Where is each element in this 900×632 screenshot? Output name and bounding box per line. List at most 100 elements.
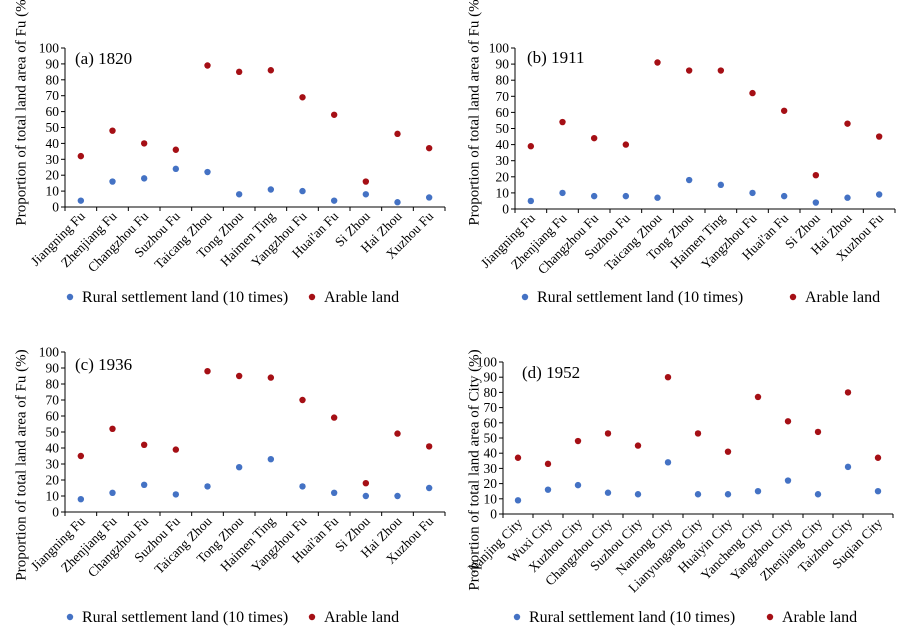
arable-land-point (780, 107, 788, 114)
arable-land-point (574, 437, 582, 445)
y-tick-label: 40 (46, 136, 60, 151)
y-tick-label: 0 (502, 202, 509, 217)
y-tick-label: 20 (46, 168, 60, 183)
arable-land-point (664, 374, 672, 381)
y-tick-label: 10 (496, 185, 510, 200)
y-tick-label: 80 (496, 73, 510, 88)
legend-label-rural: Rural settlement land (10 times) (529, 609, 735, 626)
rural-settlement-point (812, 199, 820, 206)
legend-label-rural: Rural settlement land (10 times) (82, 289, 288, 306)
y-tick-label: 40 (496, 137, 510, 152)
y-tick-label: 70 (496, 89, 510, 104)
rural-settlement-point (694, 491, 702, 498)
arable-land-point (140, 140, 148, 147)
y-tick-label: 50 (496, 121, 510, 136)
arable-land-point (812, 171, 820, 179)
rural-settlement-point (844, 194, 851, 201)
rural-settlement-point (604, 489, 612, 496)
rural-settlement-point (235, 191, 243, 198)
y-tick-label: 30 (484, 461, 498, 476)
legend: Rural settlement land (10 times) Arable l… (66, 289, 399, 306)
arable-land-point (874, 454, 882, 461)
arable-land-point (527, 143, 535, 150)
y-tick-label: 100 (39, 41, 60, 56)
y-tick-label: 60 (46, 409, 60, 424)
rural-settlement-point (267, 456, 275, 463)
y-tick-label: 30 (46, 457, 60, 472)
legend-label-arable: Arable land (324, 609, 399, 626)
y-tick-label: 90 (484, 370, 498, 385)
arable-land-point (694, 430, 702, 437)
y-tick-label: 80 (46, 72, 60, 87)
rural-settlement-point (77, 197, 85, 204)
rural-settlement-point (874, 488, 882, 495)
legend: Rural settlement land (10 times) Arable l… (521, 289, 880, 306)
rural-settlement-point (77, 496, 85, 503)
legend-marker-rural (513, 613, 521, 621)
y-tick-label: 90 (46, 56, 60, 71)
y-tick-label: 50 (46, 425, 60, 440)
panel-title: (b) 1911 (527, 48, 584, 67)
arable-land-point (267, 374, 275, 381)
rural-settlement-point (844, 463, 852, 471)
arable-land-point (622, 141, 630, 148)
y-tick-label: 60 (46, 104, 60, 119)
arable-land-point (330, 414, 338, 421)
y-tick-label: 80 (484, 385, 498, 400)
rural-settlement-point (622, 192, 630, 200)
rural-settlement-point (634, 491, 642, 498)
rural-settlement-point (362, 492, 370, 500)
y-tick-label: 60 (484, 415, 498, 430)
arable-land-point (654, 59, 661, 66)
arable-land-point (749, 89, 756, 97)
y-tick-label: 50 (46, 120, 60, 135)
rural-settlement-point (204, 483, 211, 490)
rural-settlement-point (544, 486, 552, 493)
arable-land-point (544, 460, 552, 468)
arable-land-point (77, 452, 85, 460)
rural-settlement-point (780, 192, 788, 200)
y-axis-label: Proportion of total land area of Fu (%) (14, 349, 30, 580)
y-tick-label: 70 (46, 88, 60, 103)
rural-settlement-point (140, 481, 148, 488)
y-tick-label: 0 (52, 505, 59, 520)
legend-label-arable: Arable land (324, 289, 399, 306)
rural-settlement-point (267, 186, 275, 193)
rural-settlement-point (425, 194, 433, 201)
legend-label-arable: Arable land (782, 609, 857, 626)
y-axis-label: Proportion of total land area of City (%… (467, 349, 483, 590)
arable-land-point (394, 130, 401, 138)
arable-land-point (235, 68, 243, 76)
arable-land-point (362, 178, 370, 185)
arable-land-point (559, 118, 566, 126)
rural-settlement-point (784, 477, 792, 484)
legend-marker-rural (521, 293, 529, 301)
rural-settlement-point (814, 491, 822, 498)
rural-settlement-point (394, 492, 401, 500)
rural-settlement-point (590, 192, 598, 200)
rural-settlement-point (754, 488, 762, 495)
arable-land-point (425, 144, 433, 152)
y-tick-label: 10 (46, 184, 60, 199)
y-tick-label: 20 (496, 169, 510, 184)
legend-marker-arable (308, 613, 316, 621)
y-tick-label: 40 (484, 446, 498, 461)
legend: Rural settlement land (10 times) Arable l… (66, 609, 399, 626)
y-tick-label: 10 (46, 489, 60, 504)
rural-settlement-point (875, 191, 883, 198)
legend-marker-rural (66, 613, 74, 621)
arable-land-point (172, 146, 180, 153)
arable-land-point (514, 454, 522, 461)
arable-land-point (784, 418, 792, 425)
rural-settlement-point (527, 197, 535, 205)
arable-land-point (109, 425, 116, 432)
legend-marker-arable (766, 613, 774, 621)
y-axis-label: Proportion of total land area of Fu (%) (467, 0, 483, 226)
arable-land-point (604, 430, 612, 437)
y-tick-label: 0 (52, 200, 59, 215)
arable-land-point (685, 67, 693, 74)
arable-land-point (844, 120, 851, 127)
rural-settlement-point (574, 481, 582, 489)
